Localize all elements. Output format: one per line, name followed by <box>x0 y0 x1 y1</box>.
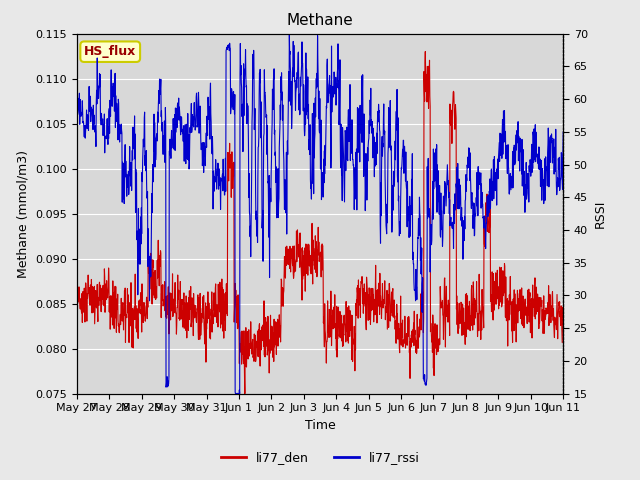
Y-axis label: Methane (mmol/m3): Methane (mmol/m3) <box>17 150 30 277</box>
Line: li77_den: li77_den <box>77 52 563 394</box>
li77_den <box>350 335 358 341</box>
li77_rssi <box>131 141 138 146</box>
li77_rssi <box>299 60 307 66</box>
Text: HS_flux: HS_flux <box>84 45 136 58</box>
li77_den <box>241 391 249 396</box>
li77_den <box>298 245 306 251</box>
li77_rssi <box>280 148 287 154</box>
Y-axis label: RSSI: RSSI <box>593 199 606 228</box>
li77_den <box>280 290 287 296</box>
li77_rssi <box>350 207 358 213</box>
X-axis label: Time: Time <box>305 419 335 432</box>
li77_den <box>111 289 118 295</box>
li77_rssi <box>111 108 118 114</box>
li77_den <box>73 311 81 317</box>
li77_rssi <box>559 129 567 135</box>
li77_rssi <box>73 124 81 130</box>
li77_den <box>559 322 567 327</box>
li77_rssi <box>290 42 298 48</box>
li77_rssi <box>232 391 239 396</box>
li77_rssi <box>285 31 293 37</box>
Line: li77_rssi: li77_rssi <box>77 34 563 394</box>
li77_den <box>422 49 429 55</box>
li77_den <box>290 276 298 281</box>
li77_den <box>131 305 138 311</box>
Title: Methane: Methane <box>287 13 353 28</box>
Legend: li77_den, li77_rssi: li77_den, li77_rssi <box>216 446 424 469</box>
